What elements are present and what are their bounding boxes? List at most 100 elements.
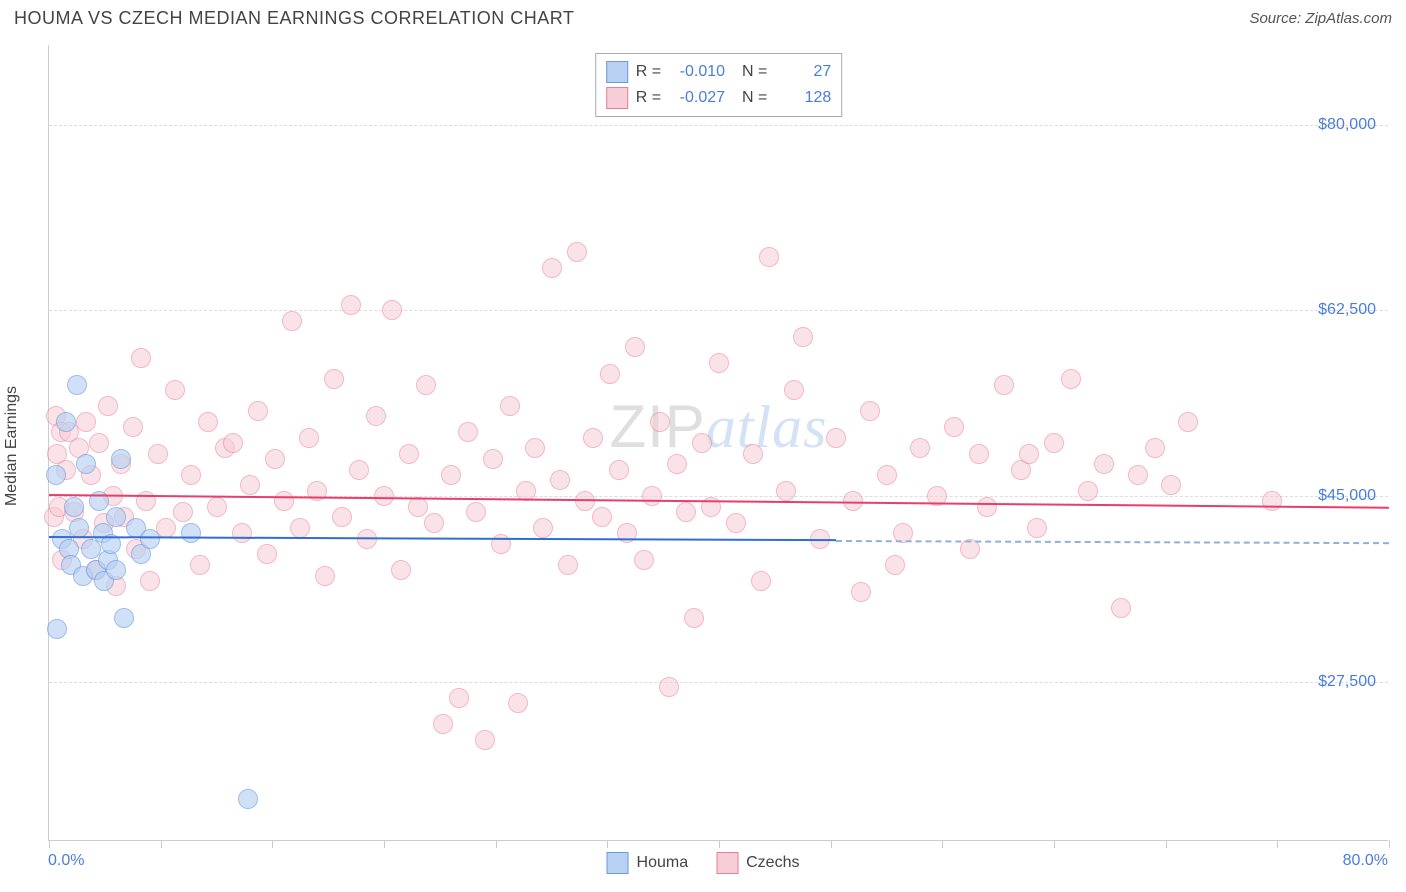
x-tick <box>384 840 385 848</box>
czechs-data-point <box>148 444 168 464</box>
scatter-plot-area: ZIPatlas R =-0.010 N =27R =-0.027 N =128… <box>48 45 1388 841</box>
czechs-data-point <box>232 523 252 543</box>
gridline <box>49 682 1388 683</box>
czechs-data-point <box>449 688 469 708</box>
source-label: Source: ZipAtlas.com <box>1249 10 1392 27</box>
x-tick <box>831 840 832 848</box>
czechs-data-point <box>248 401 268 421</box>
chart-header: HOUMA VS CZECH MEDIAN EARNINGS CORRELATI… <box>0 0 1406 33</box>
r-value: -0.010 <box>669 63 725 81</box>
gridline <box>49 125 1388 126</box>
series-swatch <box>606 61 628 83</box>
x-tick <box>1054 840 1055 848</box>
czechs-data-point <box>542 258 562 278</box>
czechs-data-point <box>634 550 654 570</box>
czechs-data-point <box>466 502 486 522</box>
czechs-data-point <box>165 380 185 400</box>
czechs-data-point <box>558 555 578 575</box>
czechs-data-point <box>1027 518 1047 538</box>
czechs-data-point <box>315 566 335 586</box>
czechs-data-point <box>441 465 461 485</box>
r-value: -0.027 <box>669 89 725 107</box>
czechs-data-point <box>751 571 771 591</box>
czechs-data-point <box>550 470 570 490</box>
houma-data-point <box>47 619 67 639</box>
czechs-data-point <box>525 438 545 458</box>
czechs-data-point <box>458 422 478 442</box>
czechs-data-point <box>433 714 453 734</box>
czechs-data-point <box>123 417 143 437</box>
czechs-data-point <box>567 242 587 262</box>
x-tick <box>49 840 50 848</box>
czechs-data-point <box>851 582 871 602</box>
houma-data-point <box>76 454 96 474</box>
r-label: R = <box>636 63 661 81</box>
czechs-data-point <box>1178 412 1198 432</box>
czechs-data-point <box>609 460 629 480</box>
czechs-data-point <box>642 486 662 506</box>
czechs-data-point <box>784 380 804 400</box>
czechs-data-point <box>282 311 302 331</box>
houma-data-point <box>67 375 87 395</box>
houma-data-point <box>181 523 201 543</box>
legend-swatch <box>716 852 738 874</box>
czechs-data-point <box>659 677 679 697</box>
czechs-data-point <box>391 560 411 580</box>
houma-data-point <box>111 449 131 469</box>
legend-label: Houma <box>637 854 689 872</box>
czechs-data-point <box>1262 491 1282 511</box>
czechs-data-point <box>349 460 369 480</box>
x-tick <box>161 840 162 848</box>
legend: HoumaCzechs <box>607 852 800 874</box>
n-label: N = <box>733 89 767 107</box>
czechs-data-point <box>1061 369 1081 389</box>
czechs-data-point <box>399 444 419 464</box>
houma-data-point <box>56 412 76 432</box>
legend-item: Houma <box>607 852 689 874</box>
czechs-data-point <box>181 465 201 485</box>
x-tick <box>719 840 720 848</box>
watermark: ZIPatlas <box>609 392 827 462</box>
czechs-data-point <box>140 571 160 591</box>
czechs-data-point <box>416 375 436 395</box>
houma-data-point <box>106 507 126 527</box>
czechs-data-point <box>969 444 989 464</box>
y-tick-label: $45,000 <box>1318 487 1376 505</box>
x-tick <box>272 840 273 848</box>
czechs-data-point <box>324 369 344 389</box>
houma-data-point <box>140 529 160 549</box>
x-axis-min-label: 0.0% <box>48 852 84 870</box>
r-label: R = <box>636 89 661 107</box>
czechs-data-point <box>726 513 746 533</box>
czechs-data-point <box>508 693 528 713</box>
czechs-data-point <box>860 401 880 421</box>
czechs-data-point <box>1044 433 1064 453</box>
czechs-data-point <box>625 337 645 357</box>
czechs-data-point <box>1161 475 1181 495</box>
czechs-data-point <box>89 433 109 453</box>
czechs-data-point <box>676 502 696 522</box>
houma-data-point <box>106 560 126 580</box>
czechs-data-point <box>994 375 1014 395</box>
czechs-data-point <box>341 295 361 315</box>
stat-row: R =-0.027 N =128 <box>606 85 832 111</box>
czechs-data-point <box>600 364 620 384</box>
stat-row: R =-0.010 N =27 <box>606 59 832 85</box>
czechs-data-point <box>592 507 612 527</box>
czechs-data-point <box>759 247 779 267</box>
czechs-data-point <box>1128 465 1148 485</box>
czechs-data-point <box>977 497 997 517</box>
czechs-data-point <box>793 327 813 347</box>
czechs-data-point <box>366 406 386 426</box>
houma-data-point <box>64 497 84 517</box>
x-tick <box>942 840 943 848</box>
czechs-data-point <box>826 428 846 448</box>
czechs-data-point <box>131 348 151 368</box>
x-tick <box>607 840 608 848</box>
series-swatch <box>606 87 628 109</box>
watermark-atlas: atlas <box>706 394 828 460</box>
czechs-data-point <box>265 449 285 469</box>
chart-title: HOUMA VS CZECH MEDIAN EARNINGS CORRELATI… <box>14 8 574 29</box>
czechs-data-point <box>156 518 176 538</box>
czechs-data-point <box>1111 598 1131 618</box>
